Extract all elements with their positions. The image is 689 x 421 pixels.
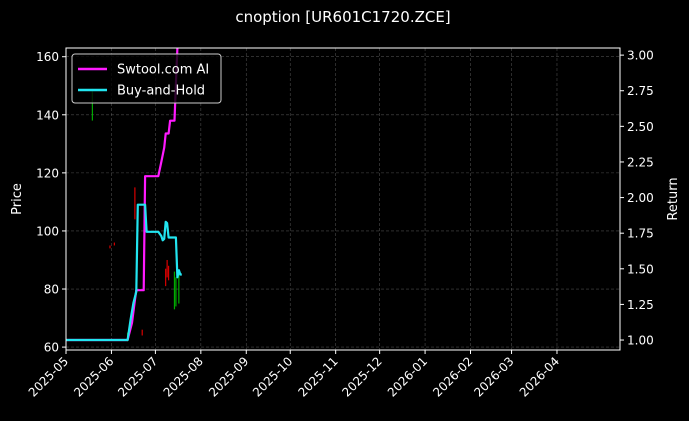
legend-label-swtool: Swtool.com AI (117, 63, 209, 78)
y2-tick-label: 2.75 (627, 84, 654, 98)
y-axis-left-ticks: 60 80 100 120 140 160 (36, 50, 66, 355)
y-axis-right-ticks: 1.00 1.25 1.50 1.75 2.00 2.25 2.50 2.75 3.00 (620, 49, 654, 348)
chart-title: cnoption [UR601C1720.ZCE] (235, 8, 450, 26)
y-axis-right-label: Return (666, 177, 681, 220)
series-line-swtool (66, 48, 179, 342)
y2-tick-label: 1.25 (627, 298, 654, 312)
y-tick-label: 60 (44, 341, 59, 355)
y-tick-label: 120 (36, 166, 59, 180)
legend-label-buy-and-hold: Buy-and-Hold (117, 84, 205, 99)
y2-tick-label: 3.00 (627, 49, 654, 63)
plot-frame (65, 47, 621, 351)
y2-tick-label: 2.00 (627, 191, 654, 205)
y-tick-label: 140 (36, 108, 59, 122)
y2-tick-label: 1.50 (627, 262, 654, 276)
series-lines (66, 48, 182, 342)
y-tick-label: 160 (36, 50, 59, 64)
y-tick-label: 80 (44, 283, 59, 297)
y2-tick-label: 2.50 (627, 120, 654, 134)
series-line-buy-and-hold (66, 203, 182, 342)
y2-tick-label: 1.00 (627, 334, 654, 348)
legend-box (71, 53, 222, 104)
y-axis-left-label: Price (10, 183, 25, 215)
y2-tick-label: 1.75 (627, 227, 654, 241)
legend: Swtool.com AI Buy-and-Hold (71, 53, 222, 104)
y-tick-label: 100 (36, 224, 59, 238)
y2-tick-label: 2.25 (627, 155, 654, 169)
